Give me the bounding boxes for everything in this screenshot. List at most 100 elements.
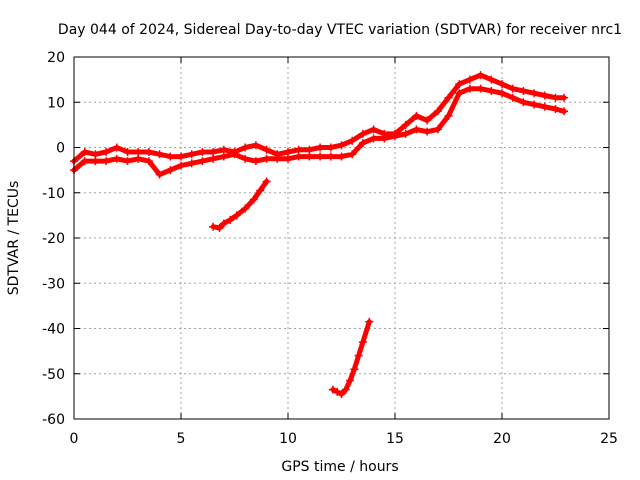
data-point (412, 111, 421, 120)
data-point (305, 145, 314, 154)
y-tick-label: 0 (56, 141, 65, 157)
data-point (144, 148, 153, 157)
data-point (112, 143, 121, 152)
data-point (401, 120, 410, 129)
data-point (476, 71, 485, 80)
data-point (219, 152, 228, 161)
data-point (358, 129, 367, 138)
data-point (465, 75, 474, 84)
data-point (337, 141, 346, 150)
data-point (354, 351, 363, 360)
data-point (498, 80, 506, 89)
data-point (102, 148, 111, 157)
data-point (198, 148, 207, 157)
x-tick-label: 25 (600, 431, 618, 447)
data-point (346, 376, 355, 385)
data-point (433, 125, 442, 134)
data-point (519, 98, 528, 107)
data-point (166, 166, 175, 175)
data-point (209, 222, 218, 231)
data-point (487, 75, 496, 84)
data-point (273, 154, 282, 163)
data-point (530, 89, 539, 98)
data-point (80, 157, 89, 166)
data-point (369, 134, 378, 143)
data-point (215, 224, 224, 233)
data-point (187, 150, 196, 159)
data-point (326, 152, 335, 161)
data-point (326, 143, 335, 152)
data-point (177, 161, 185, 170)
data-point (249, 195, 258, 204)
data-point (519, 86, 528, 95)
data-point (433, 107, 442, 116)
data-point (232, 211, 241, 220)
data-point (284, 148, 292, 157)
data-point (198, 157, 207, 166)
data-point (476, 84, 485, 93)
data-point (498, 89, 506, 98)
data-point (305, 152, 314, 161)
y-tick-label: -10 (42, 186, 65, 202)
data-point (423, 116, 432, 125)
data-point (241, 204, 250, 213)
data-point (358, 338, 367, 347)
data-point (412, 125, 421, 134)
data-point (455, 80, 464, 89)
data-point (294, 145, 303, 154)
data-point (262, 154, 271, 163)
x-tick-label: 0 (70, 431, 79, 447)
x-tick-label: 10 (279, 431, 297, 447)
data-point (251, 157, 260, 166)
y-tick-label: -40 (42, 322, 65, 338)
data-point (333, 387, 342, 396)
data-point (251, 141, 260, 150)
data-point (444, 111, 453, 120)
data-point (284, 154, 292, 163)
data-point (80, 148, 89, 157)
data-point (294, 152, 303, 161)
data-point (508, 84, 517, 93)
data-point (328, 385, 337, 394)
data-point (262, 177, 271, 186)
data-point (91, 150, 100, 159)
data-point (219, 145, 228, 154)
data-point (219, 219, 228, 228)
data-point (209, 154, 218, 163)
data-point (551, 93, 560, 102)
data-point (241, 143, 250, 152)
data-point (444, 93, 453, 102)
data-point (177, 152, 185, 161)
data-point (341, 385, 350, 394)
data-point (560, 107, 569, 116)
data-point (358, 138, 367, 147)
grid-lines (74, 57, 609, 419)
y-tick-label: -50 (42, 367, 65, 383)
data-point (508, 93, 517, 102)
data-point (226, 215, 235, 224)
data-point (102, 157, 111, 166)
data-series (70, 71, 569, 399)
x-tick-label: 20 (493, 431, 511, 447)
data-point (241, 154, 250, 163)
x-tick-label: 15 (386, 431, 404, 447)
data-point (540, 102, 549, 111)
data-point (155, 150, 164, 159)
data-point (540, 91, 549, 100)
axis-ticks: 0 5 10 15 20 25 -60 -50 -40 -30 -20 -10 0 10 20 (42, 50, 618, 447)
data-point (209, 148, 218, 157)
y-tick-label: -30 (42, 276, 65, 292)
series-line-2 (210, 178, 270, 231)
data-point (487, 86, 496, 95)
y-tick-label: 10 (47, 95, 65, 111)
data-point (551, 105, 560, 114)
series-line-3 (330, 319, 372, 397)
data-point (530, 100, 539, 109)
data-point (316, 152, 325, 161)
data-point (123, 157, 132, 166)
data-point (369, 125, 378, 134)
data-point (316, 143, 325, 152)
data-point (144, 157, 153, 166)
data-point (166, 152, 175, 161)
data-point (230, 150, 239, 159)
